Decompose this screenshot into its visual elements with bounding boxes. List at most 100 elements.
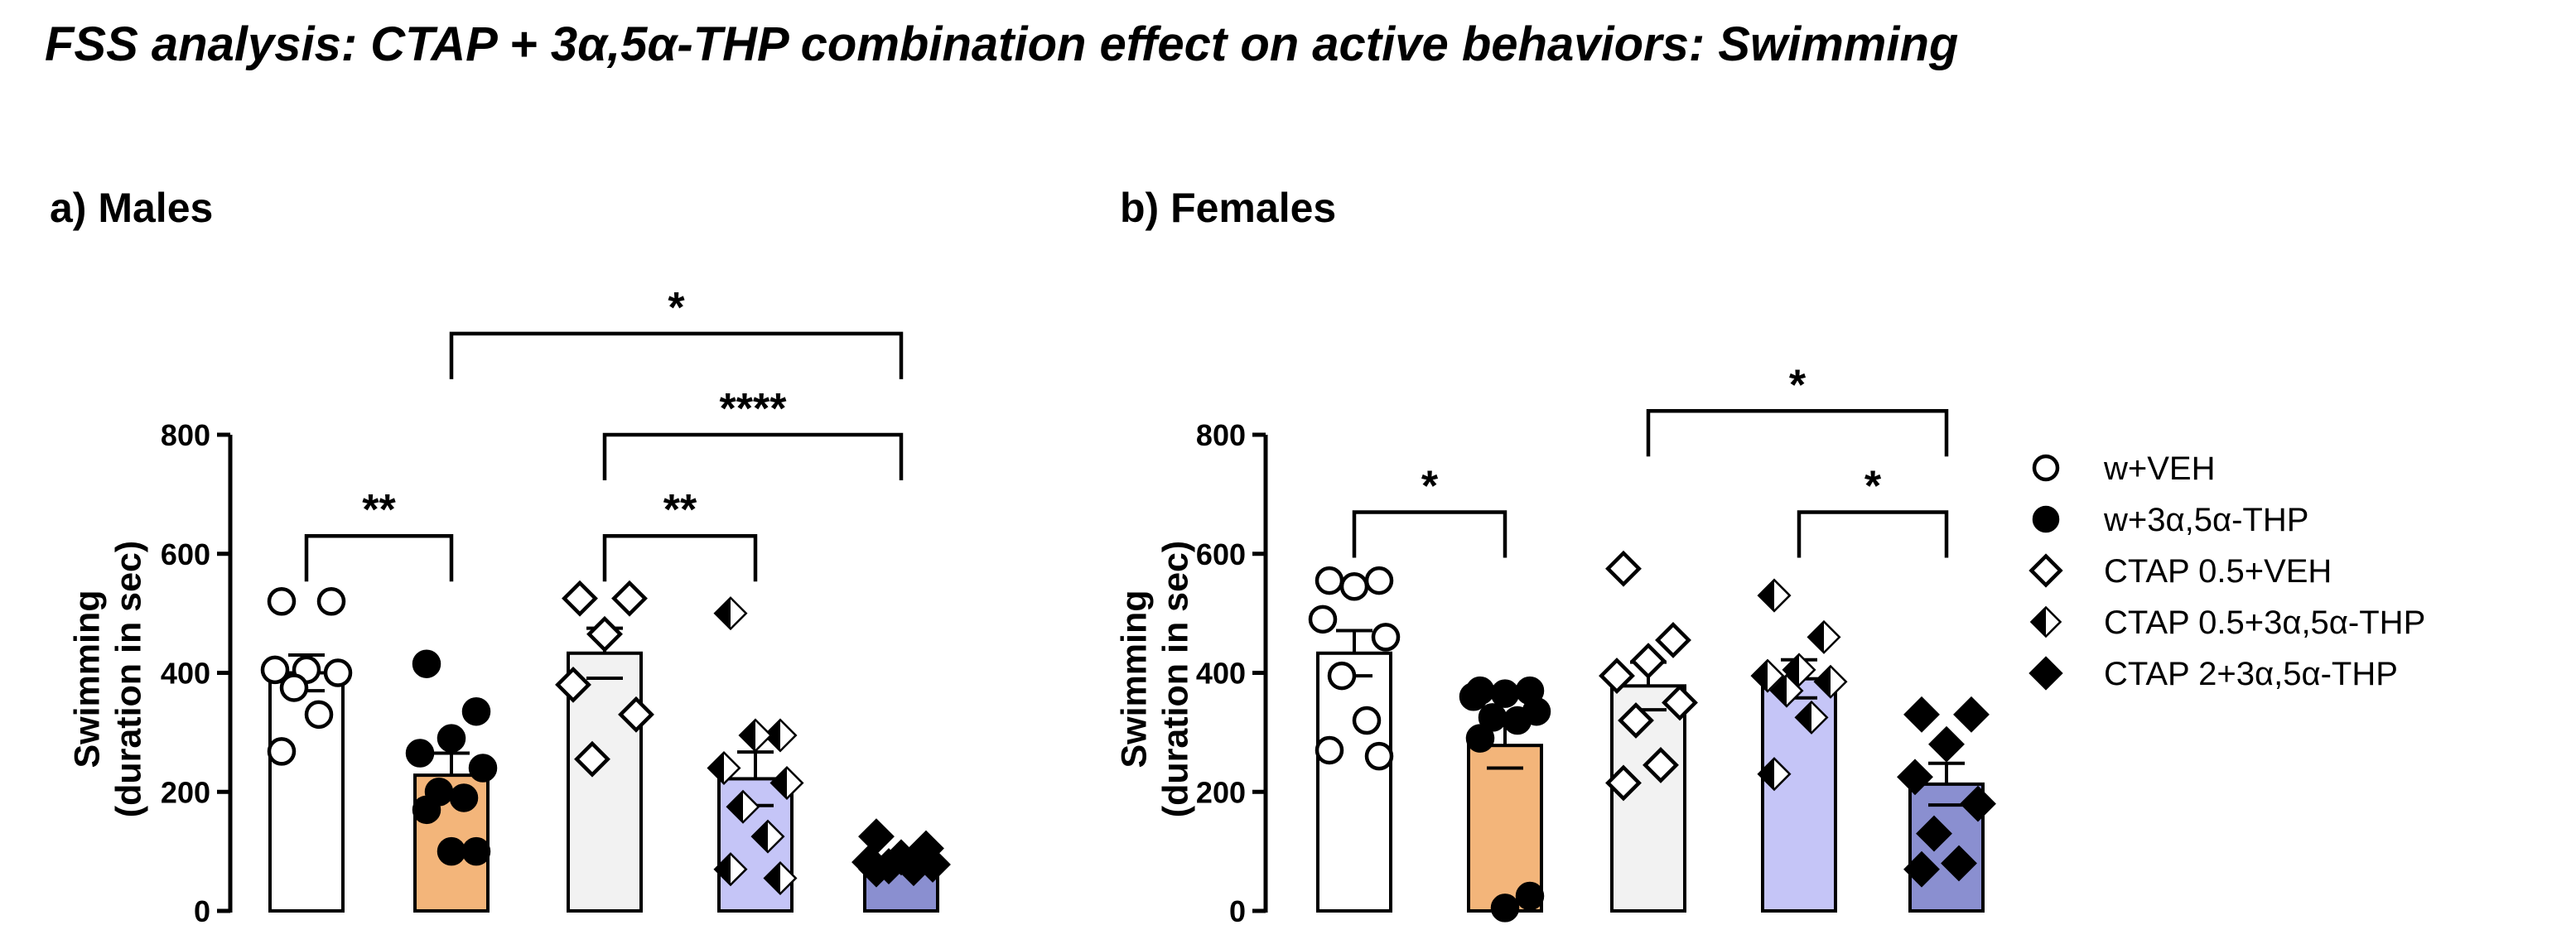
- data-point: [1503, 706, 1532, 735]
- y-axis-label: Swimming: [1114, 590, 1154, 768]
- y-tick-label: 600: [161, 537, 210, 571]
- data-point: [1599, 658, 1635, 695]
- data-point: [1807, 619, 1841, 654]
- data-point: [1928, 725, 1965, 763]
- significance-bracket: [304, 533, 454, 582]
- data-point: [461, 696, 491, 726]
- data-point: [267, 587, 297, 616]
- data-point: [468, 754, 498, 783]
- legend-label: CTAP 0.5+VEH: [2104, 553, 2332, 590]
- data-point: [260, 655, 290, 685]
- data-point: [1315, 566, 1344, 595]
- data-point: [437, 724, 466, 753]
- significance-bracket: [1352, 510, 1507, 558]
- panel-title-males: a) Males: [50, 185, 214, 231]
- data-point: [726, 789, 760, 824]
- data-point: [738, 718, 773, 753]
- significance-label: **: [663, 486, 697, 534]
- data-point: [1916, 815, 1952, 852]
- data-point: [1352, 706, 1382, 735]
- data-point: [1782, 653, 1816, 687]
- y-tick-label: 400: [1196, 657, 1246, 691]
- data-point: [437, 836, 466, 866]
- data-point: [750, 819, 785, 854]
- significance-bracket: [1646, 409, 1949, 457]
- data-point: [279, 673, 309, 702]
- significance-bracket: [602, 533, 758, 582]
- y-tick-label: 800: [1196, 418, 1246, 452]
- data-point: [1769, 673, 1804, 708]
- data-point: [713, 852, 748, 887]
- significance-label: *: [1789, 361, 1807, 409]
- data-point: [858, 818, 895, 855]
- legend-marker: [2032, 505, 2060, 533]
- data-point: [1315, 735, 1344, 765]
- legend-label: w+VEH: [2103, 450, 2216, 487]
- y-tick-label: 600: [1196, 537, 1246, 571]
- y-axis-label: (duration in sec): [1155, 541, 1195, 817]
- legend: w+VEH w+3α,5α-THP CTAP 0.5+VEH CTAP 0.5+3α,…: [2028, 450, 2425, 692]
- significance-bracket: [602, 432, 904, 480]
- data-point: [449, 783, 479, 812]
- data-point: [1339, 572, 1369, 601]
- data-point: [1757, 757, 1792, 792]
- data-point: [412, 649, 441, 678]
- data-point: [1630, 643, 1667, 680]
- data-point: [267, 737, 297, 766]
- data-point: [555, 666, 591, 703]
- data-point: [1490, 679, 1520, 708]
- data-point: [304, 700, 334, 730]
- data-point: [1605, 764, 1642, 802]
- y-tick-label: 800: [161, 418, 210, 452]
- data-point: [858, 850, 895, 888]
- legend-label: CTAP 2+3α,5α-THP: [2104, 656, 2398, 692]
- data-point: [1903, 696, 1940, 733]
- data-point: [895, 850, 932, 887]
- data-point: [1794, 700, 1829, 735]
- data-point: [574, 740, 610, 778]
- data-point: [1605, 550, 1642, 587]
- data-point: [1490, 894, 1520, 923]
- data-point: [586, 615, 623, 653]
- significance-label: *: [668, 284, 685, 332]
- data-point: [1308, 605, 1338, 634]
- y-tick-label: 0: [194, 894, 210, 928]
- data-point: [1757, 578, 1792, 613]
- significance-bracket: [449, 331, 904, 379]
- data-point: [323, 658, 353, 687]
- data-point: [1371, 623, 1401, 652]
- data-point: [316, 587, 346, 616]
- data-point: [562, 580, 598, 617]
- legend-marker: [2029, 605, 2062, 638]
- figure-title: FSS analysis: CTAP + 3α,5α-THP combinati…: [45, 17, 1959, 71]
- significance-label: *: [1864, 462, 1882, 510]
- legend-label: w+3α,5α-THP: [2103, 502, 2308, 538]
- data-point: [1364, 741, 1394, 771]
- y-tick-label: 0: [1229, 894, 1246, 928]
- bar: [567, 651, 643, 913]
- data-point: [1903, 850, 1940, 888]
- data-point: [763, 860, 798, 895]
- data-point: [1953, 696, 1990, 733]
- data-point: [1750, 658, 1785, 693]
- data-point: [707, 750, 741, 786]
- data-point: [713, 596, 748, 631]
- data-point: [1941, 845, 1977, 882]
- data-point: [461, 836, 491, 866]
- data-point: [1459, 682, 1488, 711]
- bar: [1316, 651, 1392, 913]
- y-axis-label: Swimming: [67, 590, 107, 768]
- data-point: [1813, 664, 1848, 699]
- data-point: [1643, 746, 1679, 783]
- y-tick-label: 200: [1196, 775, 1246, 809]
- data-point: [1364, 566, 1394, 595]
- data-point: [1662, 684, 1698, 721]
- data-point: [1655, 622, 1691, 658]
- data-point: [1618, 702, 1654, 739]
- panel-females: 0 200 400 600 800 Swimming (duration in sec) * *…: [1114, 361, 1996, 928]
- data-point: [611, 580, 648, 617]
- y-tick-label: 400: [161, 657, 210, 691]
- data-point: [1960, 785, 1996, 822]
